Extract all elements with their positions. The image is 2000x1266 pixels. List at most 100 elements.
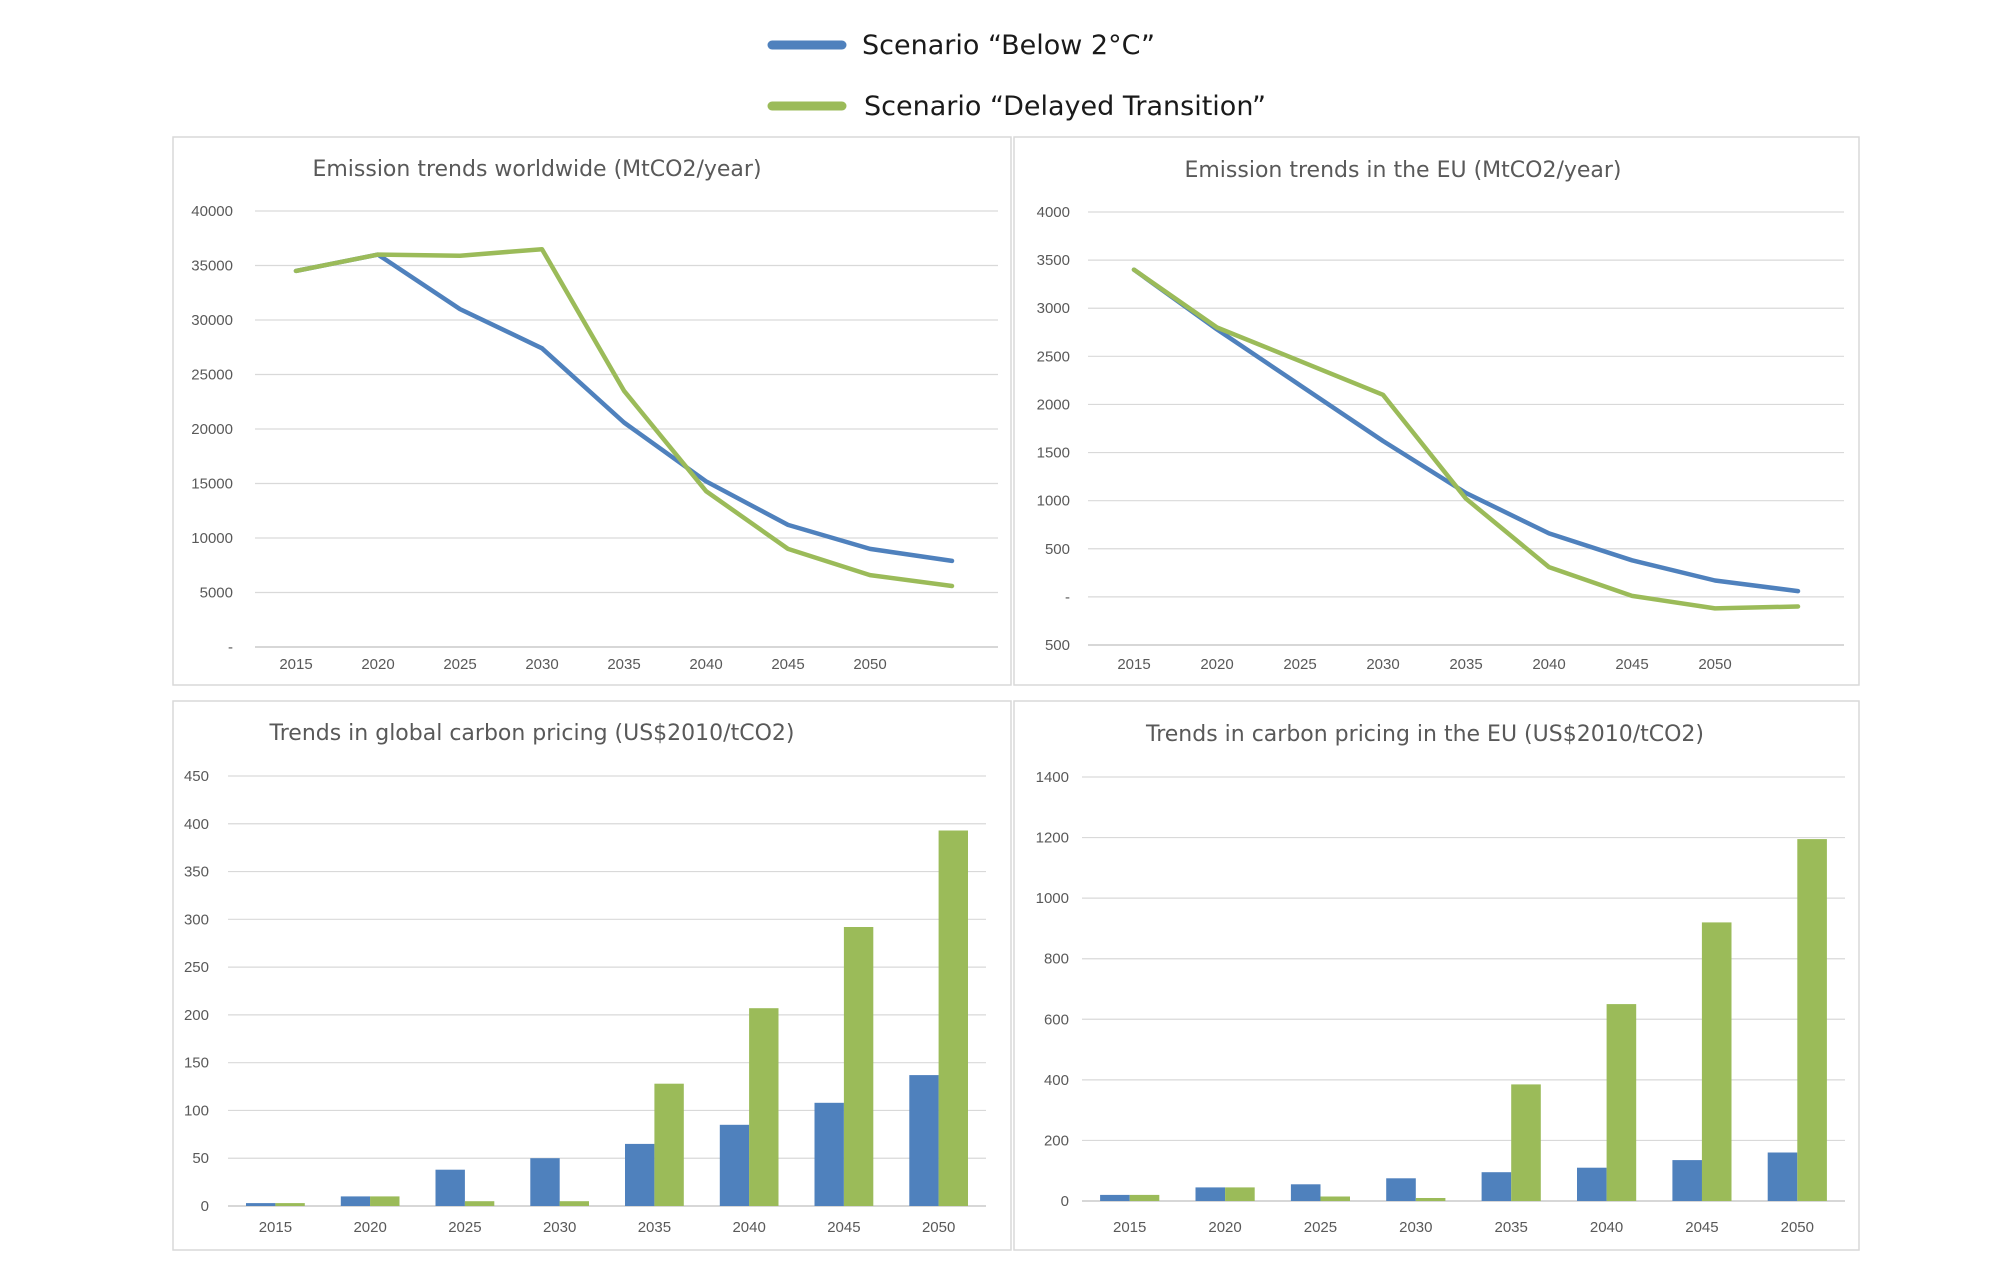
- y-tick-label: 1000: [1037, 493, 1070, 510]
- bar-delayed-transition: [559, 1201, 589, 1206]
- y-tick-label: 100: [184, 1102, 209, 1119]
- x-tick-label: 2035: [1449, 656, 1482, 673]
- panel-frame: [1013, 700, 1860, 1251]
- x-tick-label: 2025: [448, 1219, 481, 1236]
- x-tick-label: 2050: [922, 1219, 955, 1236]
- y-tick-label: 1500: [1037, 445, 1070, 462]
- legend-label-below-2c: Scenario “Below 2°C”: [862, 30, 1155, 61]
- x-tick-label: 2015: [259, 1219, 292, 1236]
- x-tick-label: 2050: [853, 656, 886, 673]
- x-tick-label: 2025: [443, 656, 476, 673]
- y-tick-label: 250: [184, 959, 209, 976]
- y-tick-label: -: [1065, 589, 1070, 606]
- y-tick-label: 2500: [1037, 348, 1070, 365]
- series-line-delayed-transition: [1131, 267, 1801, 611]
- bar-delayed-transition: [1129, 1194, 1160, 1201]
- bar-below-2c: [1100, 1194, 1130, 1201]
- y-tick-label: 1400: [1036, 769, 1069, 786]
- bar-below-2c: [246, 1203, 276, 1206]
- x-tick-label: 2035: [607, 656, 640, 673]
- x-tick-label: 2040: [732, 1219, 765, 1236]
- y-tick-label: 15000: [191, 476, 233, 493]
- x-tick-label: 2020: [361, 656, 394, 673]
- series-line-delayed-transition: [293, 246, 955, 589]
- y-tick-label: 10000: [191, 530, 233, 547]
- y-tick-label: 1200: [1036, 830, 1069, 847]
- bar-delayed-transition: [654, 1083, 684, 1206]
- bar-below-2c: [1672, 1160, 1702, 1201]
- y-tick-label: 150: [184, 1055, 209, 1072]
- y-tick-label: 40000: [191, 203, 233, 220]
- bar-below-2c: [625, 1143, 655, 1206]
- bar-below-2c: [814, 1102, 844, 1206]
- chart-title: Trends in global carbon pricing (US$2010…: [269, 721, 795, 746]
- x-tick-label: 2030: [543, 1219, 576, 1236]
- x-tick-label: 2025: [1283, 656, 1316, 673]
- y-tick-label: 1000: [1036, 890, 1069, 907]
- x-tick-label: 2020: [353, 1219, 386, 1236]
- y-tick-label: 2000: [1037, 396, 1070, 413]
- y-tick-label: 30000: [191, 312, 233, 329]
- y-tick-label: 50: [192, 1150, 209, 1167]
- x-tick-label: 2045: [1615, 656, 1648, 673]
- y-tick-label: 20000: [191, 421, 233, 438]
- bar-delayed-transition: [749, 1008, 779, 1206]
- y-tick-label: 5000: [200, 585, 233, 602]
- bar-below-2c: [1386, 1178, 1416, 1201]
- panel-frame: [1013, 136, 1860, 686]
- bar-below-2c: [1481, 1172, 1512, 1201]
- bar-delayed-transition: [1606, 1004, 1637, 1201]
- y-tick-label: -: [228, 639, 233, 656]
- y-tick-label: 3000: [1037, 300, 1070, 317]
- x-tick-label: 2035: [1495, 1219, 1528, 1236]
- bar-below-2c: [1577, 1167, 1607, 1201]
- bar-delayed-transition: [938, 830, 968, 1206]
- bar-below-2c: [435, 1169, 465, 1206]
- bar-below-2c: [909, 1075, 939, 1206]
- bar-delayed-transition: [1701, 922, 1732, 1201]
- legend-label-delayed-transition: Scenario “Delayed Transition”: [864, 91, 1266, 122]
- chart-title: Trends in carbon pricing in the EU (US$2…: [1145, 722, 1704, 747]
- panel-eu-emissions: Emission trends in the EU (MtCO2/year) 50…: [1013, 136, 1860, 686]
- y-tick-label: 4000: [1037, 204, 1070, 221]
- bar-below-2c: [1767, 1152, 1798, 1201]
- x-tick-label: 2030: [525, 656, 558, 673]
- panel-eu-carbon-price: Trends in carbon pricing in the EU (US$2…: [1013, 700, 1860, 1251]
- bar-below-2c: [340, 1196, 371, 1206]
- y-tick-label: 35000: [191, 258, 233, 275]
- y-tick-label: 400: [184, 816, 209, 833]
- bar-delayed-transition: [464, 1201, 495, 1206]
- x-tick-label: 2015: [279, 656, 312, 673]
- bar-below-2c: [530, 1158, 560, 1206]
- panel-frame: [172, 700, 1012, 1251]
- y-tick-label: 0: [1061, 1193, 1069, 1210]
- y-tick-label: 200: [1044, 1132, 1069, 1149]
- bar-delayed-transition: [275, 1203, 305, 1206]
- y-tick-label: 800: [1044, 951, 1069, 968]
- panel-world-emissions: Emission trends worldwide (MtCO2/year) - 5…: [172, 136, 1012, 686]
- y-tick-label: 500: [1045, 637, 1070, 654]
- y-tick-label: 450: [184, 768, 209, 785]
- y-tick-label: 300: [184, 911, 209, 928]
- y-tick-label: 350: [184, 864, 209, 881]
- bar-delayed-transition: [1797, 839, 1827, 1201]
- y-tick-label: 400: [1044, 1072, 1069, 1089]
- chart-title: Emission trends in the EU (MtCO2/year): [1184, 158, 1621, 183]
- bar-delayed-transition: [843, 927, 874, 1206]
- x-tick-label: 2050: [1698, 656, 1731, 673]
- x-tick-label: 2040: [1532, 656, 1565, 673]
- x-tick-label: 2045: [827, 1219, 860, 1236]
- bar-delayed-transition: [1511, 1084, 1541, 1201]
- x-tick-label: 2020: [1208, 1219, 1241, 1236]
- x-tick-label: 2040: [1590, 1219, 1623, 1236]
- bar-delayed-transition: [1225, 1187, 1255, 1201]
- y-tick-label: 600: [1044, 1011, 1069, 1028]
- bar-delayed-transition: [1415, 1198, 1446, 1201]
- y-tick-label: 500: [1045, 541, 1070, 558]
- y-tick-label: 25000: [191, 367, 233, 384]
- legend: Scenario “Below 2°C” Scenario “Delayed T…: [767, 30, 1266, 122]
- x-tick-label: 2015: [1113, 1219, 1146, 1236]
- series-line-below-2c: [1131, 267, 1801, 594]
- x-tick-label: 2020: [1200, 656, 1233, 673]
